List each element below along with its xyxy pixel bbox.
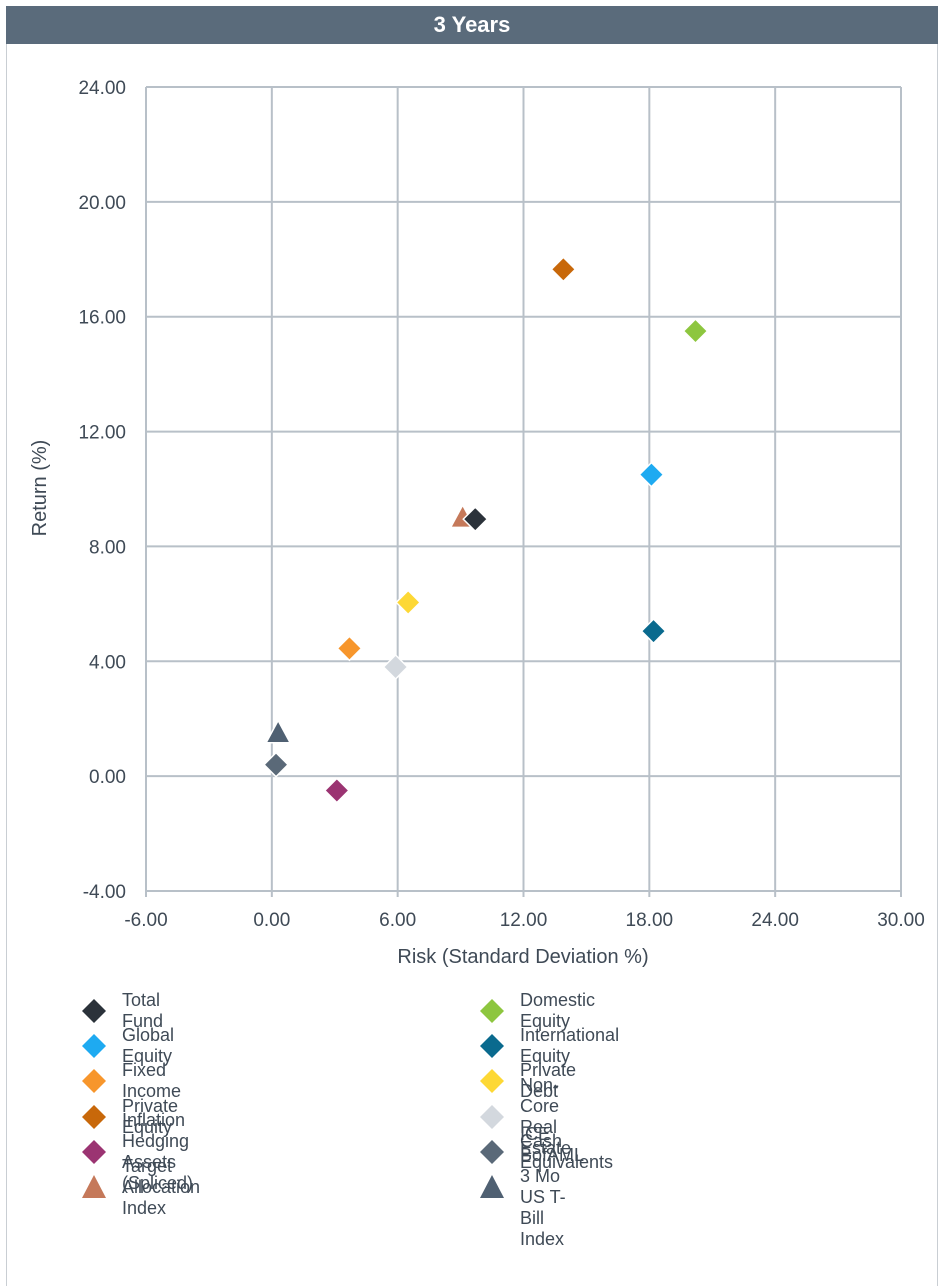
y-tick-label: 24.00 [78,78,126,99]
point-total-fund [462,506,489,533]
x-tick-label: 30.00 [877,910,925,931]
x-tick-label: 12.00 [500,910,548,931]
point-global-equity [638,461,665,488]
diamond-marker-icon [478,1067,506,1095]
point-private-equity [550,256,577,283]
diamond-marker-icon [80,1103,108,1131]
y-axis-label: Return (%) [29,440,51,537]
y-tick-label: 8.00 [89,537,126,558]
x-tick-label: 18.00 [626,910,674,931]
diamond-marker-icon [478,1032,506,1060]
y-tick-label: 0.00 [89,767,126,788]
legend-label: Inflation Hedging Assets (Spliced) [122,1109,194,1193]
legend-label: Private Debt [520,1060,577,1102]
triangle-marker-icon [80,1173,108,1201]
legend-label: Fixed Income [122,1060,182,1102]
legend-item: Non-Core Real Estate [478,1075,571,1158]
y-tick-label: 4.00 [89,652,126,673]
legend-label: Non-Core Real Estate [520,1074,572,1158]
legend-label: International Equity [520,1025,620,1067]
legend-item: Private Debt [478,1060,576,1101]
y-tick-label: 16.00 [78,308,126,329]
y-tick-label: -4.00 [83,882,126,903]
legend-label: Private Equity [122,1095,179,1137]
x-tick-label: 6.00 [379,910,416,931]
legend-item: Cash Equivalents [478,1131,613,1172]
diamond-marker-icon [478,997,506,1025]
legend-item: Global Equity [80,1025,174,1066]
x-tick-label: -6.00 [124,910,167,931]
y-tick-label: 12.00 [78,423,126,444]
point-ice-bofaml-3-mo-us-t-bill-index [264,718,292,744]
chart-panel [6,6,938,1286]
point-cash-equivalents [262,751,290,778]
x-tick-label: 0.00 [253,910,290,931]
legend-item: Domestic Equity [478,990,595,1031]
point-international-equity [640,618,667,645]
legend-item: Private Equity [80,1096,178,1137]
x-axis-label: Risk (Standard Deviation %) [397,946,648,968]
legend-label: Global Equity [122,1025,175,1067]
diamond-marker-icon [80,1067,108,1095]
legend-label: Total Fund [122,990,164,1031]
triangle-marker-icon [478,1173,506,1201]
legend-item: Fixed Income [80,1060,181,1101]
legend-item: Total Fund [80,990,163,1031]
legend-label: ICE BofAML 3 Mo US T-Bill Index [520,1124,584,1249]
legend-label: Domestic Equity [520,990,596,1031]
point-non-core-real-estate [382,653,409,681]
x-axis-ticks: -6.00 0.00 6.00 12.00 18.00 24.00 30.00 [124,910,924,931]
panel-title: 3 Years [6,6,938,44]
y-tick-label: 20.00 [78,193,126,214]
diamond-marker-icon [80,1032,108,1060]
grid-lines [145,86,902,897]
legend-item: International Equity [478,1025,619,1066]
legend-item: ICE BofAML 3 Mo US T-Bill Index [478,1124,583,1249]
legend-label: Target Allocation Index [122,1155,201,1218]
diamond-marker-icon [80,1138,108,1166]
diamond-marker-icon [80,997,108,1025]
diamond-marker-icon [478,1138,506,1166]
point-domestic-equity [682,318,709,345]
x-tick-label: 24.00 [751,910,799,931]
point-inflation-hedging-assets-spliced [323,777,350,804]
legend-item: Inflation Hedging Assets (Spliced) [80,1110,193,1193]
point-private-debt [395,589,422,616]
diamond-marker-icon [478,1103,506,1131]
legend-item: Target Allocation Index [80,1156,200,1218]
data-points [262,256,709,804]
legend-label: Cash Equivalents [520,1130,614,1172]
y-axis-ticks: 24.00 20.00 16.00 12.00 8.00 4.00 0.00 -4.00 [78,78,126,903]
point-fixed-income [336,635,363,662]
